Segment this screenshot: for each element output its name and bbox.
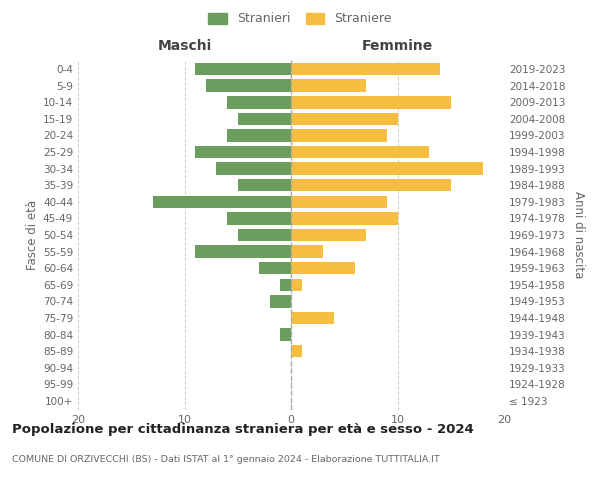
Bar bbox=[280, 328, 291, 340]
Bar bbox=[291, 146, 430, 158]
Bar bbox=[227, 130, 291, 141]
Bar bbox=[291, 130, 387, 141]
Legend: Stranieri, Straniere: Stranieri, Straniere bbox=[205, 8, 395, 29]
Bar bbox=[195, 63, 291, 76]
Bar bbox=[291, 96, 451, 108]
Bar bbox=[227, 96, 291, 108]
Bar bbox=[291, 312, 334, 324]
Bar bbox=[259, 262, 291, 274]
Text: COMUNE DI ORZIVECCHI (BS) - Dati ISTAT al 1° gennaio 2024 - Elaborazione TUTTITA: COMUNE DI ORZIVECCHI (BS) - Dati ISTAT a… bbox=[12, 455, 440, 464]
Text: Popolazione per cittadinanza straniera per età e sesso - 2024: Popolazione per cittadinanza straniera p… bbox=[12, 422, 474, 436]
Bar bbox=[291, 246, 323, 258]
Y-axis label: Fasce di età: Fasce di età bbox=[26, 200, 39, 270]
Bar bbox=[238, 179, 291, 192]
Bar bbox=[291, 63, 440, 76]
Bar bbox=[291, 179, 451, 192]
Bar bbox=[291, 212, 398, 224]
Bar bbox=[238, 112, 291, 125]
Bar bbox=[270, 295, 291, 308]
Y-axis label: Anni di nascita: Anni di nascita bbox=[572, 192, 585, 278]
Bar bbox=[291, 345, 302, 358]
Bar bbox=[195, 146, 291, 158]
Bar bbox=[291, 80, 365, 92]
Bar bbox=[227, 212, 291, 224]
Bar bbox=[291, 162, 483, 175]
Bar bbox=[195, 246, 291, 258]
Bar bbox=[152, 196, 291, 208]
Bar bbox=[291, 229, 365, 241]
Text: Maschi: Maschi bbox=[157, 38, 212, 52]
Bar bbox=[291, 196, 387, 208]
Text: Femmine: Femmine bbox=[362, 38, 433, 52]
Bar bbox=[291, 278, 302, 291]
Bar bbox=[291, 262, 355, 274]
Bar bbox=[217, 162, 291, 175]
Bar bbox=[291, 112, 398, 125]
Bar bbox=[238, 229, 291, 241]
Bar bbox=[206, 80, 291, 92]
Bar bbox=[280, 278, 291, 291]
